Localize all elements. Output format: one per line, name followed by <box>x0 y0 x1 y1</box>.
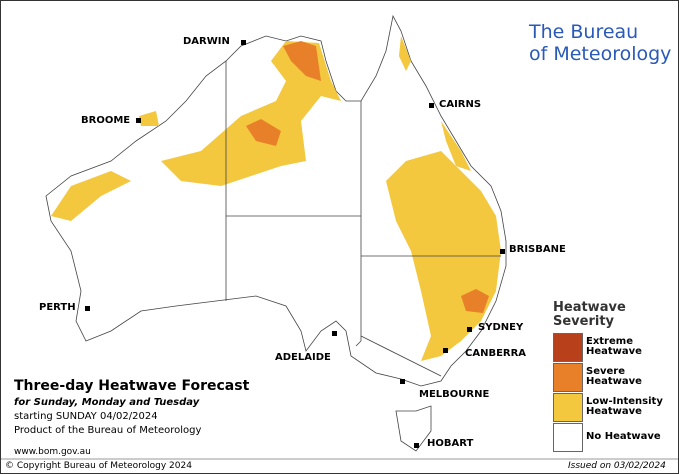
logo-line: of Meteorology <box>529 43 672 65</box>
product-note: Product of the Bureau of Meteorology <box>14 425 202 436</box>
city-dot <box>400 379 405 384</box>
start-date: starting SUNDAY 04/02/2024 <box>14 411 158 422</box>
legend-label: Low-Intensity Heatwave <box>586 396 663 417</box>
legend-swatch <box>553 393 583 422</box>
city-label: BROOME <box>81 115 131 126</box>
issued-date: Issued on 03/02/2024 <box>568 461 666 471</box>
legend-swatch <box>553 423 583 452</box>
legend-swatch <box>553 363 583 392</box>
city-label: BRISBANE <box>509 244 566 255</box>
city-dot <box>85 306 90 311</box>
legend-swatch <box>553 333 583 362</box>
mainland <box>45 14 507 387</box>
legend-label: Severe Heatwave <box>586 366 642 387</box>
logo-line: The Bureau <box>529 21 639 43</box>
city-label: DARWIN <box>183 36 230 47</box>
legend-label: No Heatwave <box>586 431 661 442</box>
copyright: © Copyright Bureau of Meteorology 2024 <box>5 461 192 471</box>
logo: The Bureau of Meteorology <box>529 21 671 65</box>
borders <box>225 61 501 377</box>
city-label: CAIRNS <box>439 99 482 110</box>
title: Three-day Heatwave Forecast <box>14 378 250 394</box>
city-label: SYDNEY <box>478 322 524 333</box>
severe-areas <box>246 41 489 313</box>
city-label: CANBERRA <box>465 348 527 359</box>
city-label: MELBOURNE <box>419 389 490 400</box>
tasmania <box>395 405 432 452</box>
city-label: ADELAIDE <box>275 352 331 363</box>
city-dot <box>136 118 141 123</box>
city-dot <box>332 331 337 336</box>
subtitle: for Sunday, Monday and Tuesday <box>14 397 200 408</box>
city-label: PERTH <box>39 302 76 313</box>
city-dot <box>241 40 246 45</box>
city-label: HOBART <box>427 438 474 449</box>
city-dot <box>467 327 472 332</box>
city-dot <box>443 348 448 353</box>
url: www.bom.gov.au <box>14 447 91 457</box>
legend-title: Heatwave Severity <box>553 300 626 329</box>
city-dot <box>500 249 505 254</box>
legend-label: Extreme Heatwave <box>586 336 642 357</box>
city-dot <box>414 443 419 448</box>
city-dot <box>429 103 434 108</box>
